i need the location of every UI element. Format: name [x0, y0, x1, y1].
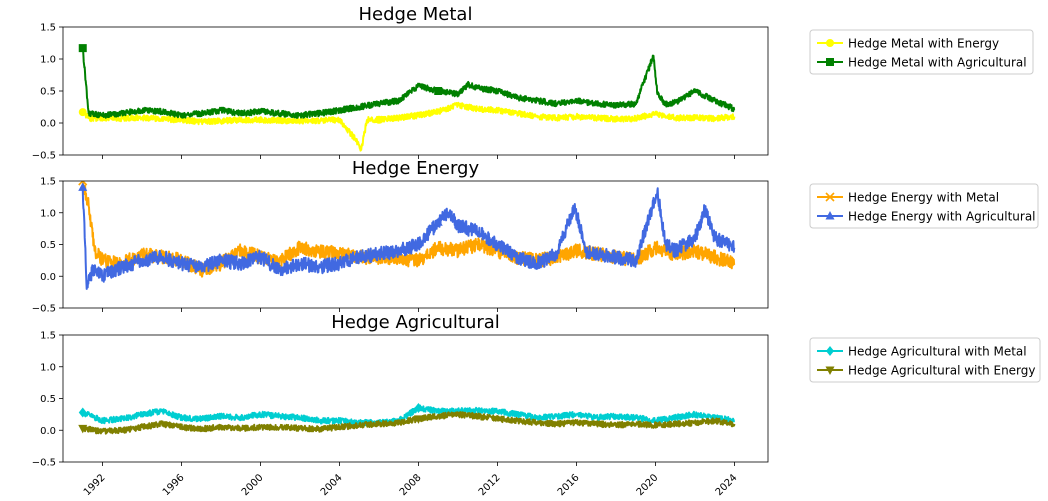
- chart-title: Hedge Metal: [359, 4, 473, 25]
- y-tick-label: 1.5: [40, 177, 56, 188]
- legend-marker: [825, 366, 835, 375]
- series-point-hedge-metal-with-energy: [78, 108, 87, 117]
- legend: Hedge Metal with Energy Hedge Metal with …: [809, 29, 1034, 75]
- legend-item-hedge-agricultural-with-energy: Hedge Agricultural with Energy: [817, 364, 1036, 378]
- x-tick-label: 2000: [240, 472, 266, 498]
- legend-item-hedge-energy-with-agricultural: Hedge Energy with Agricultural: [817, 210, 1036, 224]
- y-tick-label: −0.5: [32, 458, 56, 469]
- legend-marker: [826, 39, 834, 47]
- series-line-hedge-metal-with-agricultural: [81, 47, 736, 119]
- legend-item-hedge-metal-with-energy: Hedge Metal with Energy: [817, 37, 999, 51]
- legend-marker: [826, 58, 834, 66]
- chart-title: Hedge Energy: [352, 158, 480, 179]
- legend-item-hedge-energy-with-metal: Hedge Energy with Metal: [817, 191, 999, 205]
- series-point-hedge-energy-with-metal: [78, 181, 88, 186]
- y-tick-label: −0.5: [32, 304, 56, 315]
- axes-frame: [62, 334, 769, 463]
- series-line-hedge-metal-with-energy: [81, 101, 736, 152]
- series-point-hedge-agricultural-with-energy: [413, 415, 423, 424]
- series-point-hedge-agricultural-with-metal: [78, 407, 87, 418]
- legend-frame: [809, 337, 1041, 383]
- legend-label: Hedge Energy with Agricultural: [848, 210, 1036, 224]
- series-line-hedge-energy-with-agricultural: [81, 187, 736, 290]
- x-tick-label: 2012: [477, 472, 503, 498]
- series-point-hedge-metal-with-energy: [374, 115, 383, 124]
- y-tick-label: 1.0: [40, 55, 56, 66]
- y-tick-label: 1.5: [40, 23, 56, 34]
- x-tick-label: 2004: [319, 472, 345, 498]
- chart-panel-hedge-energy: Hedge Energy −0.5 0.0 0.5 1.0 1.5 Hedge Energy…: [32, 158, 1039, 315]
- legend: Hedge Energy with Metal Hedge Energy with…: [809, 183, 1039, 229]
- chart-title: Hedge Agricultural: [331, 312, 500, 333]
- x-tick-label: 2008: [398, 472, 424, 498]
- legend-marker: [825, 211, 835, 220]
- x-tick-label: 2024: [714, 472, 740, 498]
- legend-frame: [809, 183, 1039, 229]
- series-point-hedge-agricultural-with-energy: [78, 424, 88, 434]
- legend-marker: [826, 346, 834, 356]
- y-tick-label: 0.0: [40, 426, 56, 437]
- x-tick-label: 1992: [82, 472, 108, 498]
- series-point-hedge-energy-with-agricultural: [78, 182, 88, 191]
- y-tick-label: 0.0: [40, 272, 56, 283]
- legend-label: Hedge Metal with Agricultural: [848, 56, 1027, 70]
- y-tick-label: 1.0: [40, 362, 56, 373]
- y-tick-label: 1.0: [40, 208, 56, 219]
- x-tick-label: 2020: [635, 472, 661, 498]
- legend-item-hedge-agricultural-with-metal: Hedge Agricultural with Metal: [817, 345, 1027, 359]
- legend: Hedge Agricultural with Metal Hedge Agric…: [809, 337, 1041, 383]
- series-point-hedge-energy-with-metal: [394, 253, 404, 264]
- series-point-hedge-agricultural-with-metal: [414, 403, 423, 414]
- legend-label: Hedge Agricultural with Metal: [848, 345, 1027, 359]
- y-tick-label: −0.5: [32, 151, 56, 162]
- series-point-hedge-metal-with-agricultural: [78, 44, 87, 53]
- chart-panel-hedge-metal: Hedge Metal −0.5 0.0 0.5 1.0 1.5 Hedge Metal w…: [32, 4, 1034, 162]
- y-tick-label: 0.5: [40, 394, 56, 405]
- chart-panel-hedge-agricultural: Hedge Agricultural −0.5 0.0 0.5 1.0 1.5 1992 19…: [32, 312, 1041, 498]
- legend-marker: [825, 192, 835, 202]
- legend-label: Hedge Energy with Metal: [848, 191, 999, 205]
- y-tick-label: 0.0: [40, 119, 56, 130]
- legend-label: Hedge Metal with Energy: [848, 37, 999, 51]
- series-point-hedge-metal-with-agricultural: [434, 87, 443, 95]
- legend-item-hedge-metal-with-agricultural: Hedge Metal with Agricultural: [817, 56, 1027, 70]
- series-line-hedge-agricultural-with-metal: [81, 404, 736, 427]
- y-tick-label: 0.5: [40, 87, 56, 98]
- legend-frame: [809, 29, 1034, 75]
- series-point-hedge-energy-with-agricultural: [433, 217, 443, 226]
- series-line-hedge-agricultural-with-energy: [81, 411, 736, 435]
- x-tick-label: 2016: [556, 472, 582, 498]
- y-tick-label: 0.5: [40, 240, 56, 251]
- legend-label: Hedge Agricultural with Energy: [848, 364, 1036, 378]
- y-tick-label: 1.5: [40, 331, 56, 342]
- x-tick-label: 1996: [161, 472, 187, 498]
